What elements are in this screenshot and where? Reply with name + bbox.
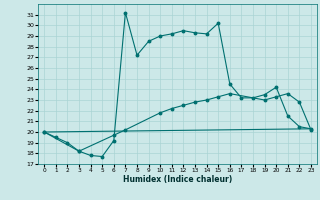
X-axis label: Humidex (Indice chaleur): Humidex (Indice chaleur)	[123, 175, 232, 184]
